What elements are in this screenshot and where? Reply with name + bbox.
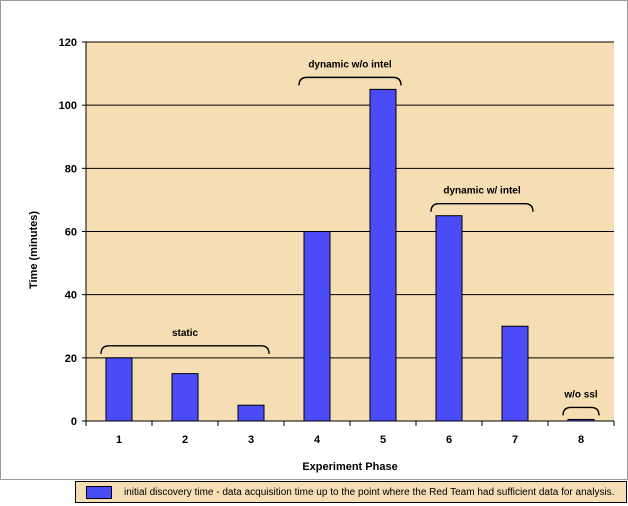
legend-swatch — [86, 485, 112, 499]
y-tick-label: 20 — [65, 353, 77, 365]
annotation-label: dynamic w/o intel — [308, 59, 392, 70]
bar — [171, 373, 199, 422]
legend: initial discovery time - data acquisitio… — [75, 481, 627, 503]
y-tick-label: 80 — [65, 163, 77, 175]
x-tick-label: 2 — [182, 434, 188, 446]
bar-chart: 0 20 40 60 80 100 120 1 2 3 4 5 6 7 8 static dynamic w/o… — [28, 37, 615, 473]
y-tick-label: 120 — [59, 37, 77, 49]
x-tick-label: 1 — [116, 434, 122, 446]
plot-area: 0 20 40 60 80 100 120 1 2 3 4 5 6 7 8 static dynamic w/o… — [59, 37, 615, 446]
annotation-label: w/o ssl — [563, 389, 598, 400]
x-tick-label: 6 — [446, 434, 452, 446]
x-tick-label: 7 — [512, 434, 518, 446]
x-tick-label: 3 — [248, 434, 254, 446]
bar — [303, 231, 331, 422]
x-tick-label: 4 — [314, 434, 321, 446]
annotation-label: static — [172, 328, 199, 339]
bar — [501, 325, 529, 422]
y-tick-label: 100 — [59, 100, 77, 112]
y-tick-label: 40 — [65, 290, 77, 302]
annotation-bracket — [100, 345, 270, 354]
bar — [435, 215, 463, 422]
y-axis-title: Time (minutes) — [28, 211, 40, 289]
y-tick-label: 0 — [71, 416, 77, 428]
legend-label: initial discovery time - data acquisitio… — [124, 486, 615, 498]
annotation-label: dynamic w/ intel — [443, 186, 520, 197]
bar — [237, 404, 265, 422]
x-tick-label: 5 — [380, 434, 386, 446]
annotation-bracket — [562, 406, 600, 416]
bar — [369, 88, 397, 422]
annotation-bracket — [430, 203, 534, 212]
annotation-bracket — [298, 76, 402, 86]
bar — [105, 357, 133, 422]
x-tick-label: 8 — [578, 434, 584, 446]
y-tick-label: 60 — [65, 227, 77, 239]
x-axis-title: Experiment Phase — [302, 461, 397, 473]
